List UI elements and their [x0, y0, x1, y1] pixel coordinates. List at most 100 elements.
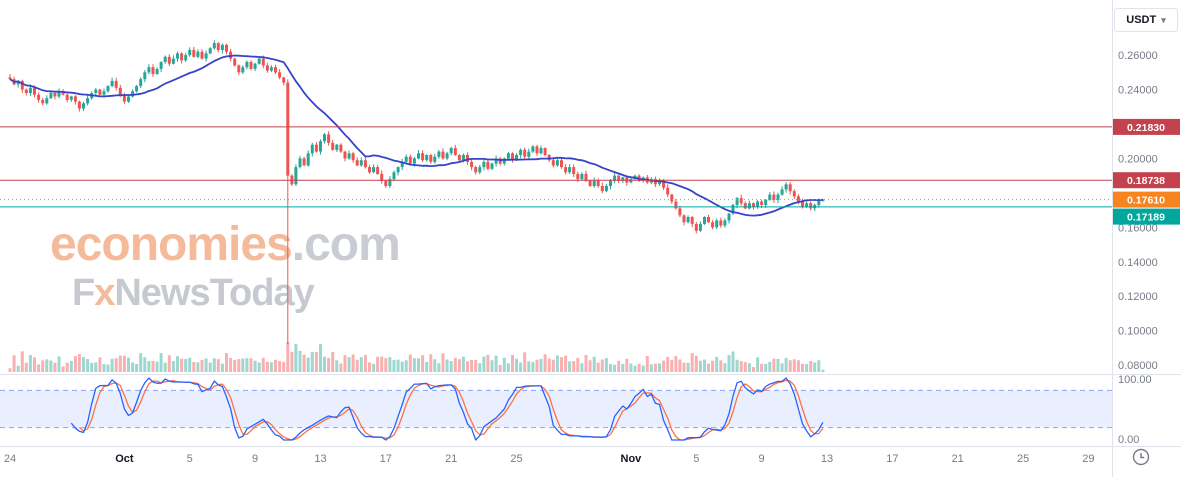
time-tick-label: 21 [952, 453, 964, 465]
candle-body [323, 134, 326, 142]
candle-body [686, 217, 690, 223]
volume-bar [77, 354, 81, 372]
volume-bar [662, 360, 666, 372]
volume-bar [245, 358, 249, 372]
price-chip-label: 0.18738 [1127, 175, 1165, 187]
timezone-clock-icon[interactable] [1132, 448, 1150, 466]
candle-body [28, 87, 32, 93]
volume-bar [739, 361, 743, 372]
price-tick-label: 0.16000 [1118, 222, 1158, 234]
volume-bar [707, 363, 710, 372]
price-chip [1113, 118, 1180, 135]
volume-bar [118, 355, 122, 372]
candle-body [453, 148, 457, 155]
candle-body [502, 158, 506, 164]
volume-bar [61, 366, 65, 372]
volume-bar [151, 361, 155, 372]
volume-bar [457, 359, 461, 372]
candle-body [282, 77, 286, 83]
candle-body [143, 72, 147, 80]
volume-bar [392, 360, 396, 372]
stoch-band [0, 390, 1112, 428]
candle-body [225, 44, 228, 52]
candle-body [576, 173, 580, 180]
candle-body [678, 208, 682, 216]
candle-body [233, 58, 237, 66]
volume-bar [666, 356, 670, 372]
volume-bar [41, 360, 45, 372]
volume-bar [527, 361, 531, 372]
candle-body [682, 215, 686, 223]
candle-body [368, 167, 371, 173]
candle-body [555, 160, 559, 166]
volume-bar [588, 360, 592, 372]
volume-bar [331, 352, 335, 372]
volume-bar [511, 354, 514, 372]
candle-body [588, 180, 592, 186]
candle-body [327, 134, 331, 143]
volume-bar [86, 359, 90, 372]
volume-bar [45, 359, 49, 372]
candle-body [380, 173, 384, 181]
volume-bar [347, 357, 351, 372]
volume-bar [28, 355, 32, 372]
candle-body [77, 101, 81, 109]
volume-bar [719, 360, 723, 372]
candle-body [433, 156, 437, 162]
price-tick-label: 0.20000 [1118, 153, 1158, 165]
candle-body [253, 63, 257, 69]
symbol-dropdown[interactable]: USDT ▾ [1114, 8, 1178, 32]
volume-bar [49, 360, 53, 372]
volume-bar [764, 363, 768, 372]
volume-bar [756, 357, 760, 372]
candle-body [208, 48, 212, 54]
volume-bar [506, 363, 510, 372]
volume-bar [780, 363, 784, 372]
volume-bar [474, 359, 478, 372]
candle-body [613, 175, 617, 181]
volume-bar [600, 359, 604, 372]
candle-body [809, 203, 813, 209]
price-tick-label: 0.10000 [1118, 326, 1158, 338]
chevron-down-icon: ▾ [1161, 14, 1166, 25]
volume-bar [821, 369, 825, 372]
time-tick-label: 5 [187, 453, 193, 465]
candle-body [629, 179, 633, 183]
candle-body [564, 167, 568, 173]
volume-bar [788, 360, 792, 372]
volume-bar [523, 352, 527, 372]
volume-bar [82, 357, 85, 372]
volume-bar [98, 357, 102, 372]
volume-bar [286, 342, 290, 372]
volume-bar [363, 355, 367, 372]
candle-body [314, 144, 318, 152]
volume-bar [629, 363, 633, 372]
candle-body [421, 153, 425, 161]
candle-body [41, 99, 45, 104]
candle-body [568, 167, 572, 173]
candle-body [159, 62, 163, 69]
candle-body [61, 91, 65, 95]
volume-bar [282, 362, 286, 372]
volume-bar [592, 356, 596, 372]
volume-bar [204, 358, 208, 372]
volume-bar [551, 359, 555, 372]
volume-bar [302, 354, 306, 372]
candle-body [274, 67, 277, 73]
volume-bar [568, 361, 572, 372]
price-chip-label: 0.17189 [1127, 212, 1165, 224]
watermark-line2: FxNewsToday [50, 273, 400, 314]
time-axis[interactable] [0, 447, 1181, 477]
volume-bar [257, 362, 261, 372]
volume-bar [776, 358, 780, 372]
candle-body [694, 223, 698, 231]
volume-bar [400, 361, 404, 372]
candle-body [196, 51, 200, 57]
candle-body [114, 80, 118, 88]
price-tick-label: 0.24000 [1118, 85, 1158, 97]
symbol-label: USDT [1126, 14, 1157, 26]
volume-bar [760, 363, 764, 372]
volume-bar [694, 355, 698, 372]
